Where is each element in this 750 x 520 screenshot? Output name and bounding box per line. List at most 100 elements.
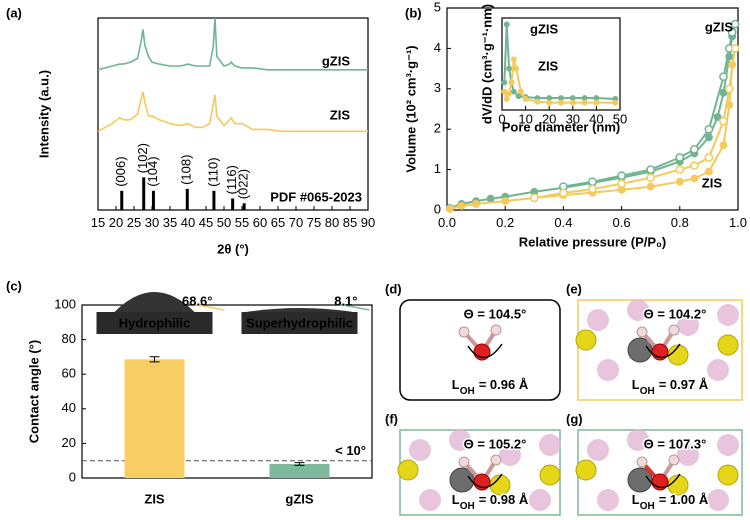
data-point (472, 199, 481, 208)
atom-zn (597, 359, 619, 381)
data-point (501, 79, 508, 86)
x-tick-label: 0.4 (554, 215, 572, 230)
x-axis-label: Pore diameter (nm) (502, 119, 620, 134)
bond-subscript: OH (640, 386, 655, 397)
atom-s (397, 459, 419, 481)
reference-label: (116) (224, 165, 239, 194)
data-point (546, 99, 553, 106)
atom-zn (587, 309, 609, 331)
droplet (114, 292, 195, 312)
droplet-photo (96, 312, 213, 334)
x-tick-label: 30 (566, 112, 580, 127)
data-point (690, 174, 699, 183)
reference-label: (022) (236, 169, 251, 199)
tangent (337, 303, 370, 311)
bond-length: LOH = 0.97 Å (632, 377, 709, 397)
data-point (690, 145, 699, 154)
atom-zn (597, 489, 619, 511)
data-point (727, 27, 737, 37)
data-point (588, 177, 597, 187)
x-tick-label: 0.8 (671, 215, 689, 230)
data-point (457, 202, 466, 210)
x-tick-label: 20 (109, 215, 123, 230)
y-tick-label: 2 (434, 121, 441, 136)
atom-s (575, 329, 597, 351)
bond-value: = 0.97 Å (659, 377, 709, 392)
value-label: 8.1° (334, 293, 357, 308)
data-point (510, 56, 517, 63)
atom-zn (707, 489, 729, 511)
data-point (445, 204, 454, 213)
atom-zn (409, 439, 431, 461)
data-point (719, 88, 728, 97)
data-point (588, 184, 597, 194)
panel-label: (c) (6, 278, 22, 293)
bond-angle: Θ = 107.3° (644, 436, 707, 451)
data-point (730, 44, 740, 53)
bond-length: LOH = 0.96 Å (452, 377, 529, 397)
x-tick-label: 0.6 (613, 215, 631, 230)
y-tick-label: 1 (434, 161, 441, 176)
atom-h (636, 456, 648, 468)
atom-h (668, 324, 680, 336)
atom-s (539, 464, 561, 486)
atom-s (667, 344, 689, 366)
plot-frame (446, 7, 739, 211)
angle-arrow (645, 473, 681, 489)
x-axis-label: Relative pressure (P/P₀) (519, 234, 666, 249)
y-tick-label: 20 (62, 435, 76, 450)
plot-frame (501, 17, 621, 111)
atom-zn (717, 304, 739, 326)
series-name: ZIS (538, 58, 559, 73)
y-tick-label: 60 (62, 366, 76, 381)
data-point (617, 179, 626, 189)
data-point (704, 153, 714, 162)
y-tick-label: 80 (62, 331, 76, 346)
error-bar (149, 356, 160, 363)
series-name: ZIS (702, 175, 723, 190)
data-point (704, 133, 713, 142)
atom-s (717, 334, 739, 356)
y-tick-label: 5 (434, 0, 441, 14)
atom-zn (627, 429, 649, 451)
bond-subscript: OH (460, 386, 475, 397)
data-point (724, 84, 734, 94)
reference-label: (104) (145, 156, 160, 186)
bond-length: LOH = 0.98 Å (452, 492, 529, 512)
reference-name: PDF #065-2023 (270, 189, 362, 204)
error-bar (294, 462, 305, 466)
droplet-photo (241, 312, 358, 334)
atom-s (717, 464, 739, 486)
x-tick-label: 25 (127, 215, 141, 230)
x-tick-label: 10 (518, 112, 532, 127)
atom-zn (449, 429, 471, 451)
atom-zn (499, 444, 521, 466)
atom-zn (677, 314, 699, 336)
data-point (508, 79, 515, 86)
data-point (690, 161, 699, 170)
data-point (515, 93, 522, 100)
bond-angle: Θ = 104.2° (644, 306, 707, 321)
bond-value: = 1.00 Å (659, 492, 709, 507)
x-tick-label: 20 (542, 112, 556, 127)
bar (124, 359, 185, 478)
x-tick-label: 55 (235, 215, 249, 230)
bond-symbol: L (632, 377, 640, 392)
tangent (192, 303, 225, 311)
bar (269, 463, 330, 478)
x-tick-label: 80 (325, 215, 339, 230)
bond-subscript: OH (640, 501, 655, 512)
data-point (593, 95, 600, 101)
bond-symbol: L (452, 492, 460, 507)
data-point (559, 188, 568, 198)
bond-symbol: L (452, 377, 460, 392)
atom-zn (627, 299, 649, 321)
bond-angle: Θ = 104.5° (464, 306, 527, 321)
y-axis-label: dV/dD (cm³·g⁻¹·nm) (479, 4, 494, 124)
reference-label: (110) (205, 157, 220, 186)
data-point (713, 113, 722, 122)
atom-zn (529, 489, 551, 511)
data-point (529, 193, 539, 203)
atom-s (489, 474, 511, 496)
y-tick-label: 0 (434, 201, 441, 216)
